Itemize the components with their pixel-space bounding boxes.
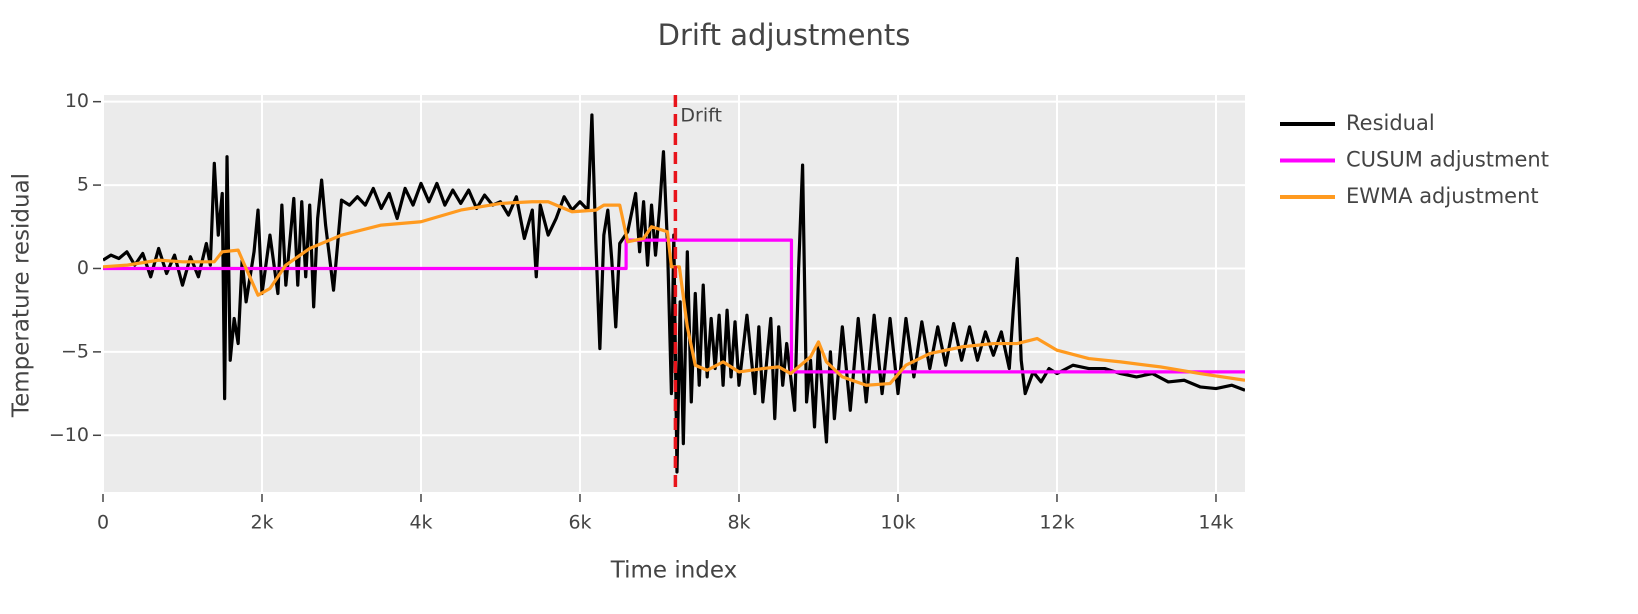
annotation-label: Drift [680,105,722,127]
x-tick-label: 14k [1198,512,1233,534]
x-tick-label: 0 [97,512,109,534]
legend-label: CUSUM adjustment [1346,148,1549,172]
y-tick-label: −5 [61,340,89,362]
legend-label: Residual [1346,111,1435,135]
x-tick-label: 10k [880,512,915,534]
y-tick-label: 0 [77,257,89,279]
x-tick-label: 2k [250,512,273,534]
x-axis-title: Time index [610,558,738,584]
plot-lines [103,113,1245,474]
overlay: Drift Residual CUSUM adjustment EWMA adjust… [673,95,1549,492]
x-tick-label: 12k [1039,512,1074,534]
chart-title: Drift adjustments [658,18,911,52]
series-line [103,113,1245,474]
x-tick-label: 4k [409,512,432,534]
y-axis-title: Temperature residual [9,173,35,418]
y-tick-label: 10 [65,90,89,112]
series-line [103,238,1245,374]
series-line [103,200,1245,387]
x-tick-label: 6k [568,512,591,534]
x-tick-label: 8k [727,512,750,534]
y-tick-label: 5 [77,174,89,196]
y-tick-label: −10 [49,424,89,446]
legend-label: EWMA adjustment [1346,184,1539,208]
